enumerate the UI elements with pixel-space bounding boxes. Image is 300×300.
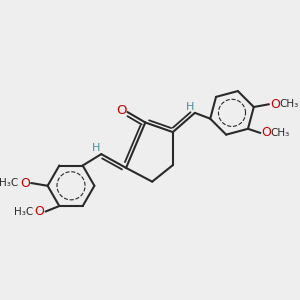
Text: H₃C: H₃C — [0, 178, 19, 188]
Text: CH₃: CH₃ — [279, 99, 298, 109]
Text: CH₃: CH₃ — [271, 128, 290, 138]
Text: H: H — [92, 143, 100, 153]
Text: O: O — [20, 176, 30, 190]
Text: O: O — [116, 104, 127, 117]
Text: O: O — [270, 98, 280, 111]
Text: H: H — [186, 102, 194, 112]
Text: O: O — [34, 205, 44, 218]
Text: H₃C: H₃C — [14, 206, 33, 217]
Text: O: O — [262, 126, 272, 140]
